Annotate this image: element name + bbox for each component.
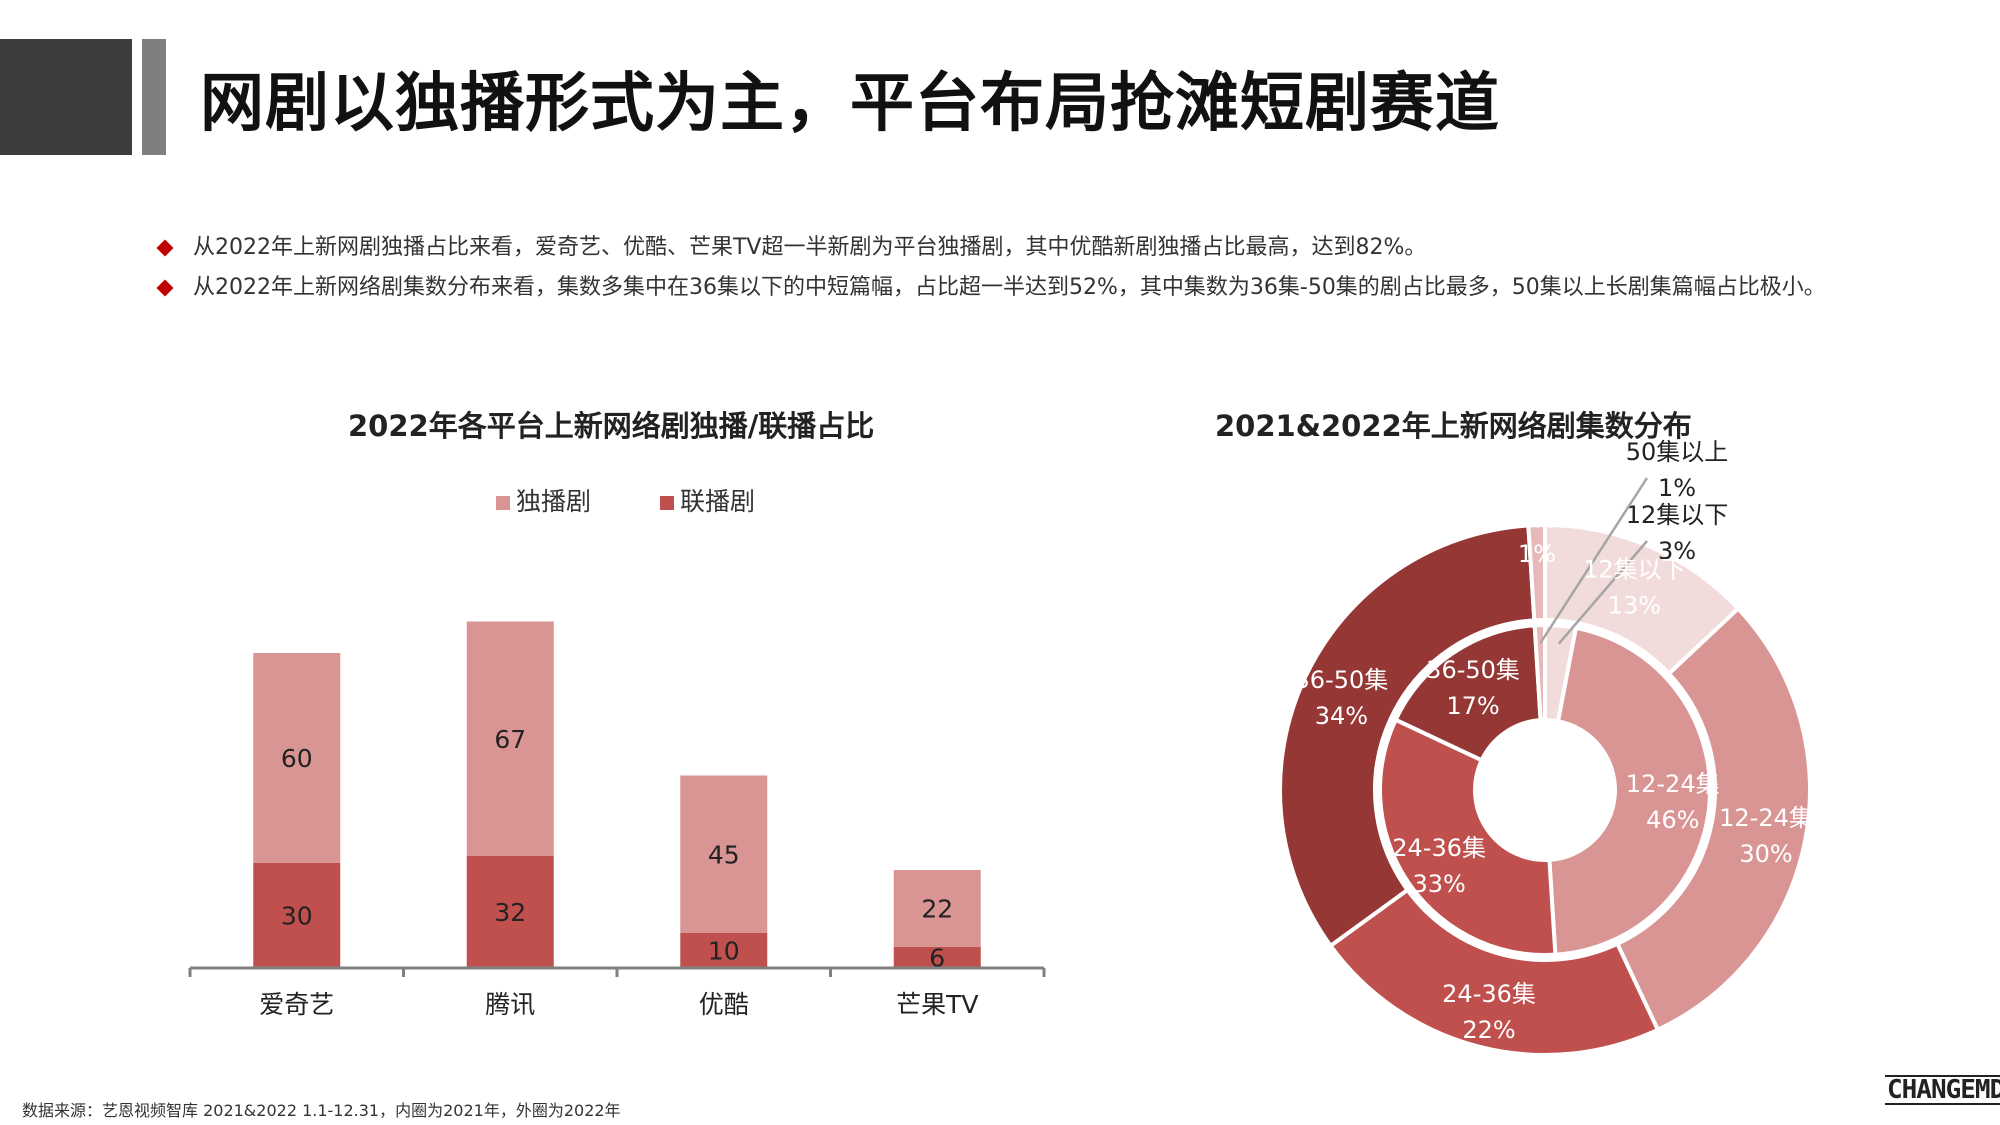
outer-slice-label-percent: 22% [1462, 1016, 1515, 1044]
outer-slice-label-category: 50集以上 [1486, 504, 1589, 532]
inner-slice-label-percent: 46% [1646, 806, 1699, 834]
legend-label: 独播剧 [516, 487, 591, 516]
bar-data-label: 10 [708, 937, 740, 966]
donut-slice [1278, 523, 1537, 949]
donut-slice [1378, 717, 1558, 957]
bar-data-label: 67 [494, 725, 526, 754]
callout-label-percent: 3% [1658, 537, 1696, 565]
bullet-item: 从2022年上新网络剧集数分布来看，集数多集中在36集以下的中短篇幅，占比超一半… [155, 273, 1955, 313]
bar-segment [893, 947, 981, 968]
callout-label-category: 50集以上 [1626, 438, 1729, 466]
bar-data-label: 22 [921, 895, 953, 924]
bar-chart-title: 2022年各平台上新网络剧独播/联播占比 [348, 409, 875, 443]
bar-segment [466, 621, 554, 856]
header-dark-block [0, 39, 132, 155]
bar-segment [253, 653, 341, 863]
bar-data-label: 6 [929, 944, 945, 973]
outer-slice-label-percent: 1% [1518, 540, 1556, 568]
x-tick-label: 爱奇艺 [259, 990, 334, 1019]
bar-data-label: 45 [708, 840, 740, 869]
outer-slice-label-category: 36-50集 [1295, 666, 1389, 694]
donut-slice [1532, 622, 1547, 723]
bar-data-label: 30 [281, 902, 313, 931]
bar-segment [893, 870, 981, 947]
callout-leader-line [1539, 477, 1649, 644]
bullet-text: 从2022年上新网络剧集数分布来看，集数多集中在36集以下的中短篇幅，占比超一半… [193, 275, 1826, 300]
legend-swatch [496, 496, 510, 510]
bar-segment [680, 775, 768, 933]
outer-slice-label-percent: 30% [1739, 840, 1792, 868]
outer-slice-label-category: 24-36集 [1442, 980, 1536, 1008]
brand-logo: CHANGEMD [1885, 1075, 2000, 1105]
donut-chart: 12集以下3%12-24集46%24-36集33%36-50集17%50集以上1… [1278, 438, 1813, 1057]
x-tick-label: 芒果TV [896, 990, 978, 1019]
inner-slice-label-percent: 33% [1412, 870, 1465, 898]
page-title: 网剧以独播形式为主，平台布局抢滩短剧赛道 [200, 67, 1500, 141]
inner-slice-label-percent: 17% [1446, 692, 1499, 720]
bar-data-label: 32 [494, 898, 526, 927]
bar-segment [466, 856, 554, 968]
callout-label-category: 12集以下 [1626, 501, 1729, 529]
outer-slice-label-percent: 13% [1608, 592, 1661, 620]
x-tick-label: 优酷 [699, 990, 749, 1019]
bar-chart: 独播剧 联播剧 30 60 爱奇艺 32 67 腾讯 10 45 优酷 6 22 芒果TV [188, 487, 1046, 1019]
inner-slice-label-category: 36-50集 [1426, 656, 1520, 684]
data-source-note: 数据来源：艺恩视频智库 2021&2022 1.1-12.31，内圈为2021年… [22, 1101, 621, 1120]
donut-slice [1614, 605, 1812, 1033]
diamond-bullet-icon [156, 239, 174, 257]
header-gray-bar [142, 39, 166, 155]
x-tick-label: 腾讯 [485, 990, 535, 1019]
donut-slice [1526, 522, 1547, 623]
donut-slice [1327, 887, 1661, 1057]
bar-segment [680, 933, 768, 968]
donut-chart-title: 2021&2022年上新网络剧集数分布 [1215, 409, 1692, 443]
inner-slice-label-category: 24-36集 [1392, 834, 1486, 862]
outer-slice-label-category: 12集以下 [1583, 556, 1686, 584]
outer-slice-label-category: 12-24集 [1719, 804, 1813, 832]
donut-slice [1393, 623, 1543, 763]
legend-label: 联播剧 [680, 487, 755, 516]
bullet-item: 从2022年上新网剧独播占比来看，爱奇艺、优酷、芒果TV超一半新剧为平台独播剧，… [155, 233, 1955, 273]
inner-slice-label-category: 12-24集 [1626, 770, 1720, 798]
outer-slice-label-percent: 34% [1315, 702, 1368, 730]
bar-data-label: 60 [281, 744, 313, 773]
legend-swatch [660, 496, 674, 510]
bullet-list: 从2022年上新网剧独播占比来看，爱奇艺、优酷、芒果TV超一半新剧为平台独播剧，… [155, 233, 1955, 313]
donut-slice [1547, 625, 1712, 957]
bullet-text: 从2022年上新网剧独播占比来看，爱奇艺、优酷、芒果TV超一半新剧为平台独播剧，… [193, 235, 1427, 260]
callout-leader-line [1557, 540, 1648, 645]
callout-label-percent: 1% [1658, 474, 1696, 502]
bar-segment [253, 863, 341, 968]
diamond-bullet-icon [156, 279, 174, 297]
